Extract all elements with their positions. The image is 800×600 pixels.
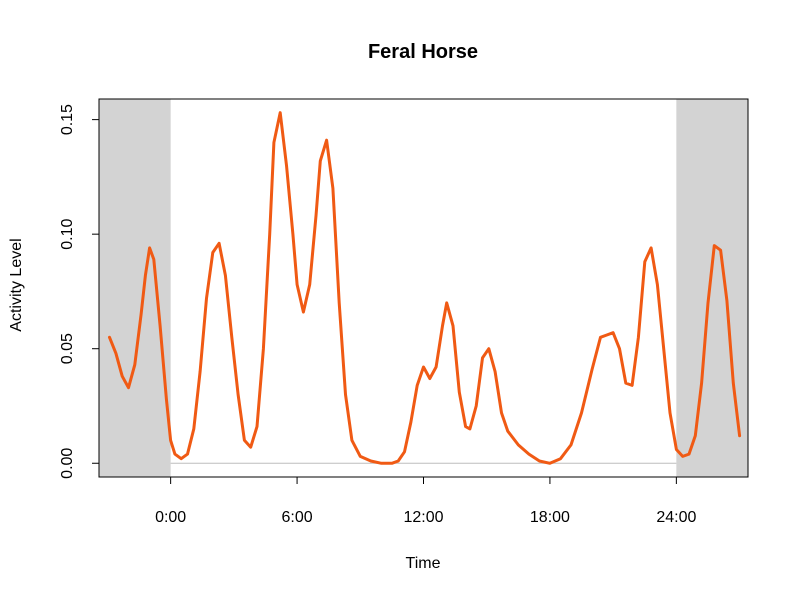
y-tick-label: 0.15: [59, 104, 76, 135]
series-layer: [108, 111, 742, 465]
shaded-region-0: [99, 99, 171, 477]
x-tick-label: 0:00: [155, 509, 186, 526]
night-shading: [99, 99, 748, 477]
x-axis: 0:00 6:00 12:00 18:00 24:00: [155, 476, 696, 526]
plot-frame: [98, 98, 749, 478]
y-tick-label: 0.05: [59, 333, 76, 364]
y-axis: 0.00 0.05 0.10 0.15: [59, 104, 100, 479]
x-axis-label: Time: [406, 555, 441, 572]
x-tick-label: 18:00: [530, 509, 570, 526]
x-tick-label: 6:00: [282, 509, 313, 526]
y-tick-label: 0.00: [59, 448, 76, 479]
chart-title: Feral Horse: [368, 41, 478, 63]
x-tick-label: 12:00: [403, 509, 443, 526]
x-tick-label: 24:00: [656, 509, 696, 526]
y-tick-label: 0.10: [59, 218, 76, 249]
y-axis-label: Activity Level: [8, 238, 25, 331]
series-line-0: [108, 111, 742, 465]
